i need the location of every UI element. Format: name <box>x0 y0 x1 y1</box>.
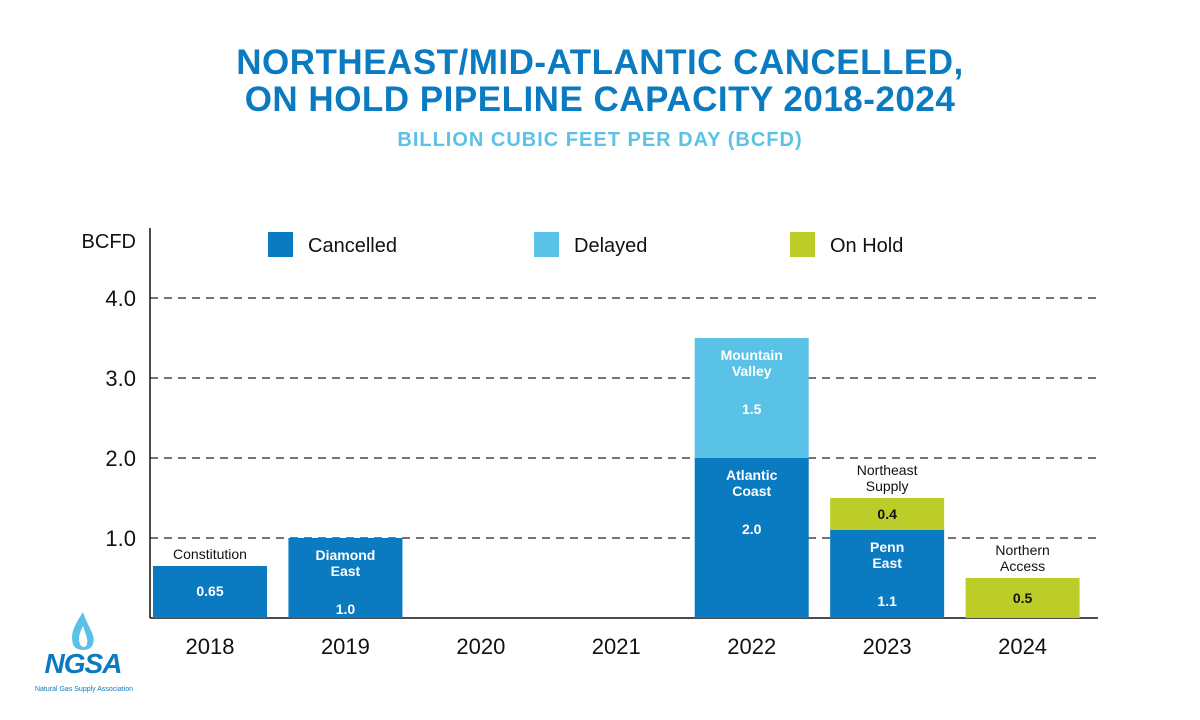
y-tick-label: 1.0 <box>105 526 136 551</box>
logo-caption: Natural Gas Supply Association <box>34 686 134 693</box>
y-tick-label: 4.0 <box>105 286 136 311</box>
bar-segment <box>830 498 945 530</box>
legend-label: On Hold <box>830 235 903 257</box>
x-tick-label: 2022 <box>727 634 776 659</box>
segment-value-label: 2.0 <box>742 521 762 537</box>
segment-value-label: 1.1 <box>877 593 897 609</box>
segment-value-label: 0.4 <box>877 506 897 522</box>
segment-name-label: Supply <box>866 478 909 494</box>
segment-value-label: 0.65 <box>196 583 223 599</box>
bar-segment <box>288 538 403 618</box>
segment-name-label: Diamond <box>315 547 375 563</box>
legend-swatch <box>790 232 815 257</box>
ngsa-logo: NGSA Natural Gas Supply Association <box>28 608 138 698</box>
y-tick-label: 2.0 <box>105 446 136 471</box>
segment-name-label: Mountain <box>721 347 783 363</box>
chart-title-line1: NORTHEAST/MID-ATLANTIC CANCELLED, <box>236 43 964 82</box>
legend-swatch <box>534 232 559 257</box>
y-axis-label: BCFD <box>82 231 136 253</box>
chart-title-line2: ON HOLD PIPELINE CAPACITY 2018-2024 <box>244 80 956 119</box>
segment-value-label: 1.5 <box>742 401 762 417</box>
x-tick-label: 2023 <box>863 634 912 659</box>
bar-segment <box>694 338 809 458</box>
bar-segment <box>830 530 945 618</box>
segment-name-label: Atlantic <box>726 467 778 483</box>
x-tick-label: 2019 <box>321 634 370 659</box>
bar-segment <box>153 566 267 618</box>
x-tick-label: 2020 <box>456 634 505 659</box>
x-tick-label: 2021 <box>592 634 641 659</box>
segment-name-label: Northeast <box>857 462 918 478</box>
chart-title: NORTHEAST/MID-ATLANTIC CANCELLED, ON HOL… <box>0 44 1200 118</box>
legend-label: Cancelled <box>308 235 397 257</box>
bar-segment <box>694 458 809 618</box>
segment-name-label: Valley <box>732 363 772 379</box>
logo-wordmark: NGSA <box>44 648 123 679</box>
segment-name-label: East <box>331 563 361 579</box>
legend-swatch <box>268 232 293 257</box>
chart-subtitle: BILLION CUBIC FEET PER DAY (BCFD) <box>397 129 803 151</box>
bar-segment <box>965 578 1080 618</box>
x-tick-label: 2018 <box>186 634 235 659</box>
legend-label: Delayed <box>574 235 647 257</box>
segment-value-label: 0.5 <box>1013 590 1033 606</box>
segment-name-label: Penn <box>870 539 904 555</box>
flame-icon <box>72 612 94 650</box>
segment-name-label: Northern <box>995 542 1049 558</box>
x-tick-label: 2024 <box>998 634 1047 659</box>
y-tick-label: 3.0 <box>105 366 136 391</box>
segment-name-label: Constitution <box>173 546 247 562</box>
segment-name-label: East <box>872 555 902 571</box>
segment-name-label: Access <box>1000 558 1045 574</box>
segment-value-label: 1.0 <box>336 601 356 617</box>
segment-name-label: Coast <box>732 483 771 499</box>
